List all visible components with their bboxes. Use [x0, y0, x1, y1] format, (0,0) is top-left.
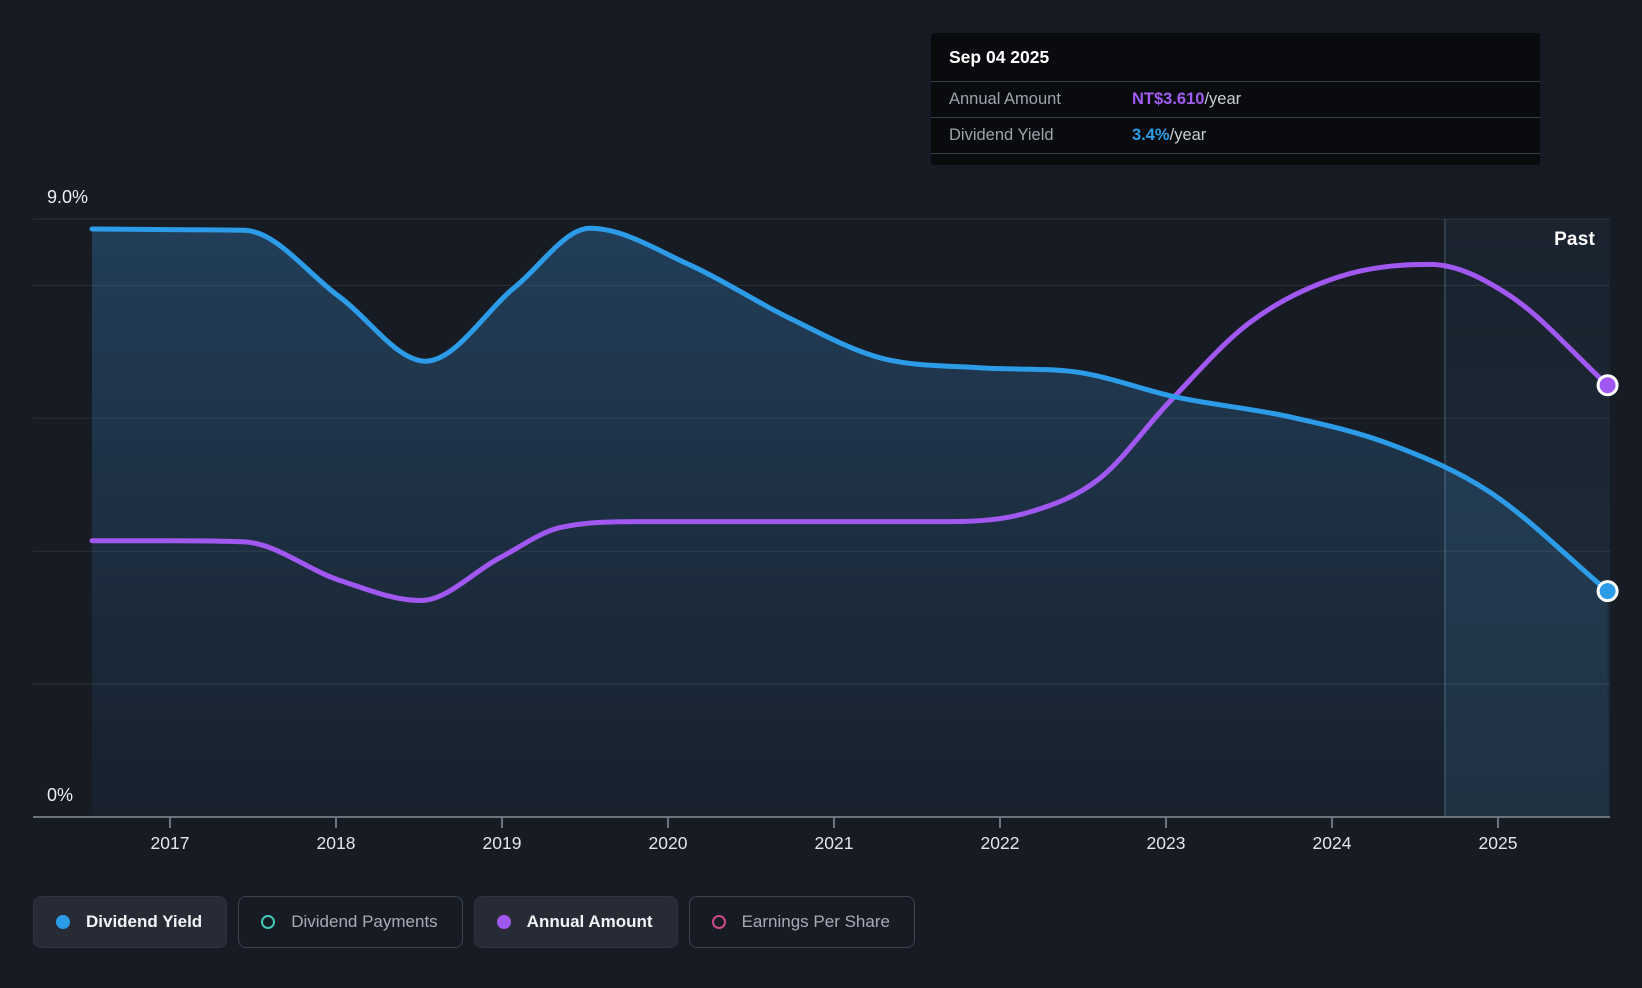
x-axis-label-2023: 2023 — [1146, 833, 1186, 853]
x-axis-label-2017: 2017 — [150, 833, 190, 853]
y-axis-max-label: 9.0% — [47, 187, 89, 207]
legend-item-dividend-payments[interactable]: Dividend Payments — [238, 896, 463, 948]
y-axis-min-label: 0% — [47, 785, 74, 805]
tooltip-row-annual-amount: Annual Amount NT$3.610/year — [931, 81, 1540, 117]
amount-line — [89, 261, 1611, 603]
legend-marker-earnings-per-share-icon — [711, 915, 726, 929]
yield-line — [89, 225, 1611, 594]
x-axis-label-2020: 2020 — [648, 833, 688, 853]
series-lines — [89, 225, 1611, 603]
tooltip-value: 3.4%/year — [1132, 126, 1207, 144]
x-axis-label-2025: 2025 — [1478, 833, 1518, 853]
x-axis-label-2022: 2022 — [980, 833, 1020, 853]
legend-item-dividend-yield[interactable]: Dividend Yield — [33, 896, 228, 948]
legend-item-earnings-per-share[interactable]: Earnings Per Share — [688, 896, 915, 948]
yield-end-marker — [1596, 580, 1619, 603]
legend-label: Annual Amount — [526, 912, 653, 931]
tooltip-value: NT$3.610/year — [1132, 90, 1242, 108]
tooltip-label: Annual Amount — [949, 90, 1061, 108]
chart-tooltip: Sep 04 2025 Annual Amount NT$3.610/year … — [931, 33, 1540, 165]
tooltip-label: Dividend Yield — [949, 126, 1054, 144]
tooltip-footer — [931, 153, 1540, 165]
end-markers — [1596, 374, 1619, 603]
x-axis-label-2024: 2024 — [1312, 833, 1352, 853]
legend-marker-annual-amount-icon — [496, 915, 511, 929]
legend: Dividend Yield Dividend Payments Annual Am… — [33, 896, 915, 948]
x-axis-label-2019: 2019 — [482, 833, 522, 853]
past-region-label: Past — [1554, 229, 1595, 250]
legend-marker-dividend-payments-icon — [261, 915, 276, 929]
legend-marker-dividend-yield-icon — [56, 915, 70, 929]
legend-label: Dividend Yield — [86, 912, 203, 931]
amount-end-marker — [1596, 374, 1619, 397]
legend-item-annual-amount[interactable]: Annual Amount — [473, 896, 678, 948]
legend-label: Earnings Per Share — [741, 912, 890, 931]
x-axis-label-2018: 2018 — [316, 833, 356, 853]
x-axis-label-2021: 2021 — [814, 833, 854, 853]
tooltip-date: Sep 04 2025 — [949, 47, 1050, 67]
legend-label: Dividend Payments — [291, 912, 438, 931]
x-axis — [33, 816, 1610, 828]
tooltip-row-dividend-yield: Dividend Yield 3.4%/year — [931, 117, 1540, 153]
